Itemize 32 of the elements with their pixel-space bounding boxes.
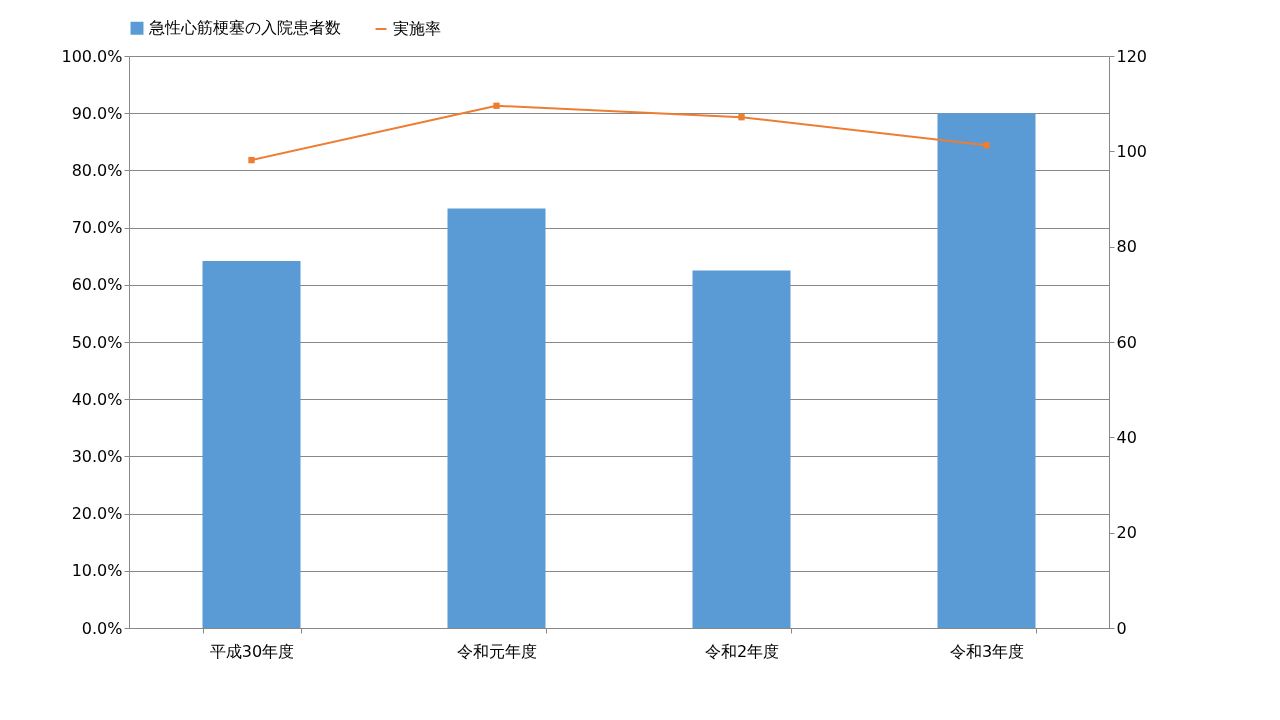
y-tick-label: 20.0% — [71, 504, 123, 524]
point — [983, 142, 990, 149]
x-tick-label: 平成30年度 — [209, 641, 295, 661]
x-tick-label: 令和2年度 — [704, 641, 780, 661]
legend-label: 急性心筋梗塞の入院患者数 — [148, 18, 341, 38]
y2-tick-label: 100 — [1116, 141, 1148, 161]
bar — [937, 113, 1036, 628]
y-tick-label: 10.0% — [71, 561, 123, 581]
y2-tick-label: 120 — [1116, 46, 1148, 66]
point — [248, 156, 255, 164]
y2-tick-label: 20 — [1116, 523, 1137, 543]
bar — [447, 208, 546, 628]
y-tick-label: 30.0% — [71, 446, 123, 466]
point — [493, 102, 500, 109]
y-tick-label: 60.0% — [71, 275, 123, 295]
legend-label: 実施率 — [393, 19, 441, 38]
y2-tick-label: 60 — [1116, 332, 1137, 352]
y2-tick-label: 0 — [1116, 618, 1127, 638]
y-tick-label: 0.0% — [81, 618, 123, 638]
y2-tick-label: 80 — [1116, 237, 1137, 257]
bar — [202, 260, 301, 628]
y-tick-label: 40.0% — [71, 389, 123, 409]
y-tick-label: 50.0% — [71, 332, 123, 352]
point — [738, 114, 745, 121]
bar — [692, 270, 791, 628]
y-tick-label: 80.0% — [71, 160, 123, 180]
x-tick-label: 令和3年度 — [949, 641, 1025, 661]
y-tick-label: 100.0% — [61, 46, 123, 66]
y2-tick-label: 40 — [1116, 427, 1137, 447]
y-tick-label: 90.0% — [71, 103, 123, 123]
x-tick-label: 令和元年度 — [457, 641, 537, 661]
y-tick-label: 70.0% — [71, 218, 123, 238]
